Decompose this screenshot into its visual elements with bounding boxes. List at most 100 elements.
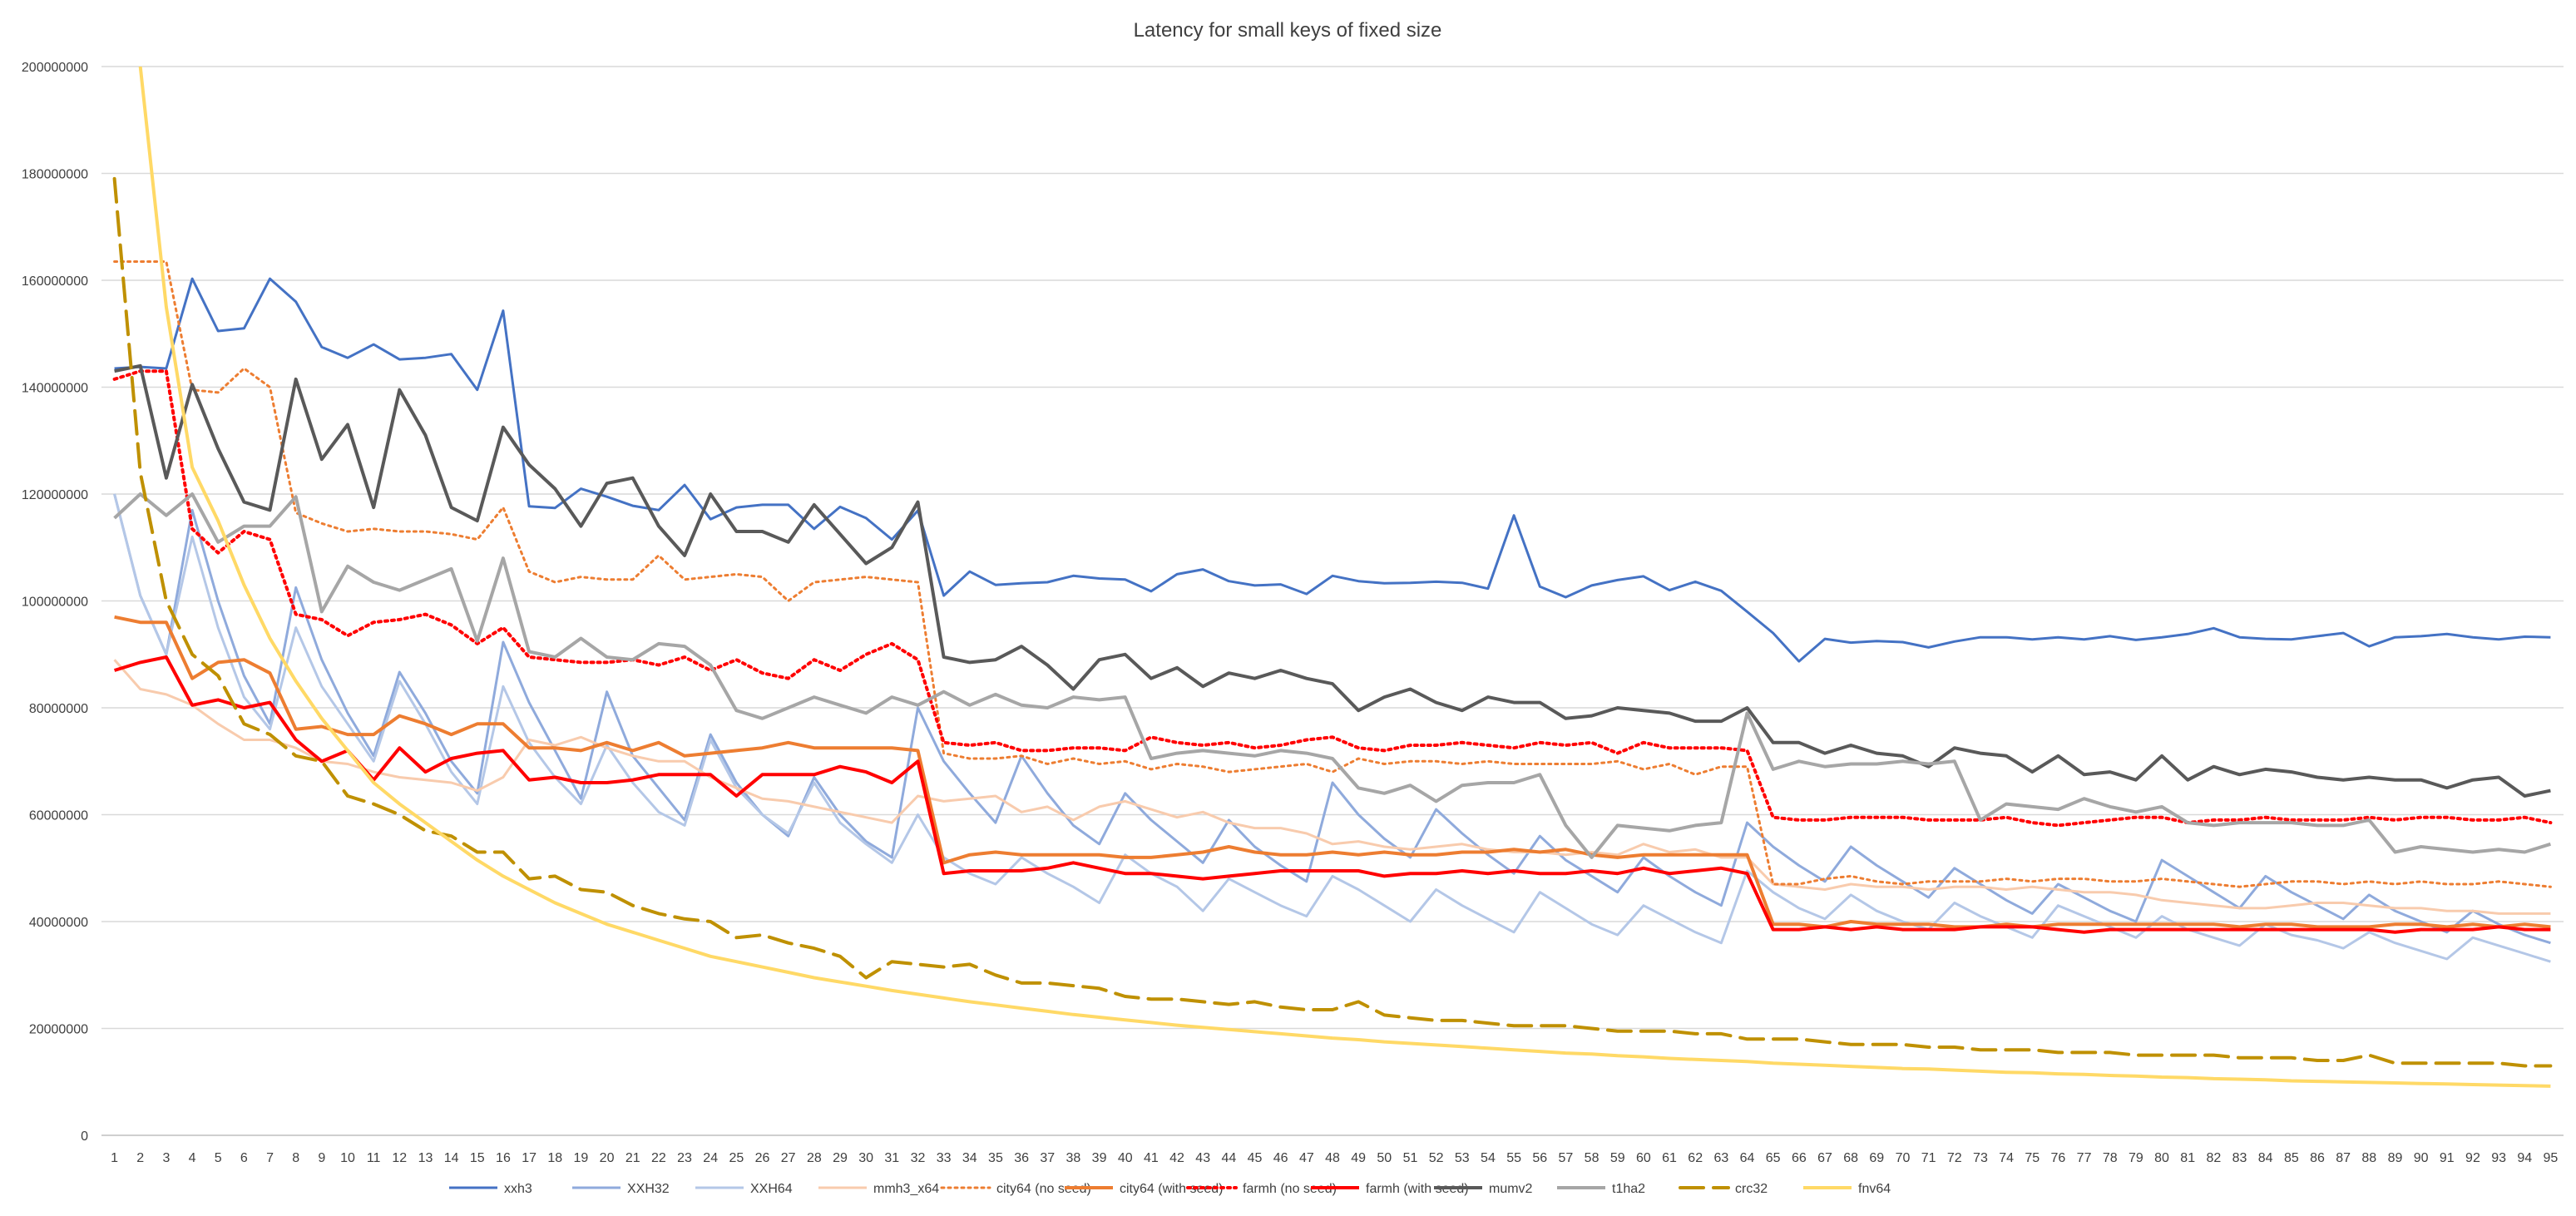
x-tick-label: 71	[1921, 1151, 1936, 1165]
legend-item: city64 (no seed)	[940, 1182, 1091, 1196]
x-tick-label: 87	[2336, 1151, 2351, 1165]
x-tick-label: 24	[703, 1151, 718, 1165]
x-tick-label: 94	[2517, 1151, 2532, 1165]
x-tick-label: 3	[162, 1151, 170, 1165]
x-tick-label: 86	[2310, 1151, 2325, 1165]
x-tick-label: 59	[1610, 1151, 1625, 1165]
legend-label: XXH32	[627, 1182, 670, 1196]
chart-title: Latency for small keys of fixed size	[1134, 19, 1442, 42]
series-line-city64-no-seed-	[113, 260, 2552, 888]
y-tick-label: 200000000	[22, 61, 88, 75]
x-tick-label: 31	[884, 1151, 899, 1165]
series-line-farmh-no-seed-	[112, 369, 2553, 828]
series-line-xxh32	[113, 493, 2551, 945]
x-tick-label: 51	[1403, 1151, 1418, 1165]
legend-item: xxh3	[449, 1182, 532, 1196]
y-tick-label: 140000000	[22, 382, 88, 396]
x-tick-label: 23	[677, 1151, 692, 1165]
legend-label: fnv64	[1858, 1182, 1891, 1196]
legend-item: farmh (no seed)	[1186, 1182, 1337, 1196]
x-tick-label: 41	[1144, 1151, 1159, 1165]
x-tick-label: 19	[574, 1151, 589, 1165]
x-tick-label: 70	[1896, 1151, 1911, 1165]
x-tick-label: 4	[189, 1151, 196, 1165]
x-tick-label: 78	[2103, 1151, 2118, 1165]
x-tick-label: 21	[625, 1151, 640, 1165]
y-tick-label: 20000000	[29, 1023, 88, 1037]
y-tick-label: 120000000	[22, 488, 88, 502]
y-tick-label: 60000000	[29, 809, 88, 823]
x-tick-label: 8	[292, 1151, 299, 1165]
gridlines	[101, 66, 2564, 1136]
x-tick-label: 20	[600, 1151, 615, 1165]
x-tick-label: 63	[1713, 1151, 1728, 1165]
x-tick-label: 47	[1299, 1151, 1314, 1165]
legend-label: t1ha2	[1612, 1182, 1645, 1196]
x-tick-label: 1	[111, 1151, 118, 1165]
series-line-xxh3	[114, 277, 2551, 663]
x-tick-label: 27	[781, 1151, 796, 1165]
y-axis: 0 20000000 40000000 60000000 80000000 1000000…	[22, 61, 88, 1144]
x-tick-label: 17	[522, 1151, 536, 1165]
x-tick-label: 6	[240, 1151, 248, 1165]
legend: xxh3 XXH32 XXH64 mmh3_x64 city64 (no seed) ci…	[449, 1182, 1891, 1196]
legend-item: XXH32	[572, 1182, 670, 1196]
x-tick-label: 83	[2232, 1151, 2247, 1165]
x-tick-label: 62	[1688, 1151, 1703, 1165]
x-tick-label: 67	[1817, 1151, 1832, 1165]
x-tick-label: 91	[2440, 1151, 2455, 1165]
legend-item: fnv64	[1803, 1182, 1891, 1196]
x-tick-label: 82	[2206, 1151, 2221, 1165]
x-tick-label: 92	[2465, 1151, 2480, 1165]
x-tick-label: 18	[547, 1151, 562, 1165]
series-lines	[112, 67, 2553, 1088]
x-tick-label: 57	[1559, 1151, 1574, 1165]
x-tick-label: 11	[367, 1151, 381, 1165]
series-line-city64-with-seed-	[114, 615, 2551, 929]
x-tick-label: 52	[1429, 1151, 1444, 1165]
legend-label: mmh3_x64	[873, 1182, 939, 1196]
legend-label: city64 (no seed)	[996, 1182, 1091, 1196]
x-tick-label: 7	[266, 1151, 274, 1165]
x-tick-label: 74	[1999, 1151, 2014, 1165]
legend-item: crc32	[1679, 1182, 1768, 1196]
y-tick-label: 100000000	[22, 596, 88, 610]
y-tick-label: 0	[81, 1129, 88, 1144]
x-tick-label: 64	[1740, 1151, 1755, 1165]
x-tick-label: 38	[1066, 1151, 1081, 1165]
x-tick-label: 9	[318, 1151, 325, 1165]
y-tick-label: 180000000	[22, 168, 88, 182]
y-tick-label: 40000000	[29, 916, 88, 930]
x-tick-label: 10	[340, 1151, 355, 1165]
x-tick-label: 77	[2077, 1151, 2092, 1165]
x-tick-label: 14	[444, 1151, 459, 1165]
x-tick-label: 80	[2154, 1151, 2169, 1165]
x-tick-label: 72	[1947, 1151, 1962, 1165]
x-tick-label: 73	[1973, 1151, 1988, 1165]
legend-label: XXH64	[750, 1182, 793, 1196]
x-tick-label: 40	[1118, 1151, 1133, 1165]
x-tick-label: 29	[833, 1151, 848, 1165]
x-tick-label: 84	[2258, 1151, 2273, 1165]
x-tick-label: 93	[2491, 1151, 2506, 1165]
legend-item: mmh3_x64	[818, 1182, 939, 1196]
x-tick-label: 61	[1662, 1151, 1677, 1165]
x-tick-label: 53	[1455, 1151, 1470, 1165]
series-line-t1ha2	[113, 492, 2551, 859]
x-tick-label: 88	[2361, 1151, 2376, 1165]
series-line-farmh-with-seed-	[114, 655, 2551, 934]
x-tick-label: 43	[1195, 1151, 1210, 1165]
x-tick-label: 50	[1377, 1151, 1392, 1165]
x-tick-label: 15	[470, 1151, 485, 1165]
legend-label: crc32	[1735, 1182, 1768, 1196]
x-tick-label: 66	[1792, 1151, 1807, 1165]
x-tick-label: 56	[1532, 1151, 1547, 1165]
x-tick-label: 37	[1040, 1151, 1055, 1165]
x-tick-label: 13	[418, 1151, 433, 1165]
x-tick-label: 81	[2180, 1151, 2195, 1165]
x-tick-label: 55	[1506, 1151, 1521, 1165]
series-line-mmh3-x64	[113, 659, 2551, 915]
x-tick-label: 79	[2129, 1151, 2143, 1165]
